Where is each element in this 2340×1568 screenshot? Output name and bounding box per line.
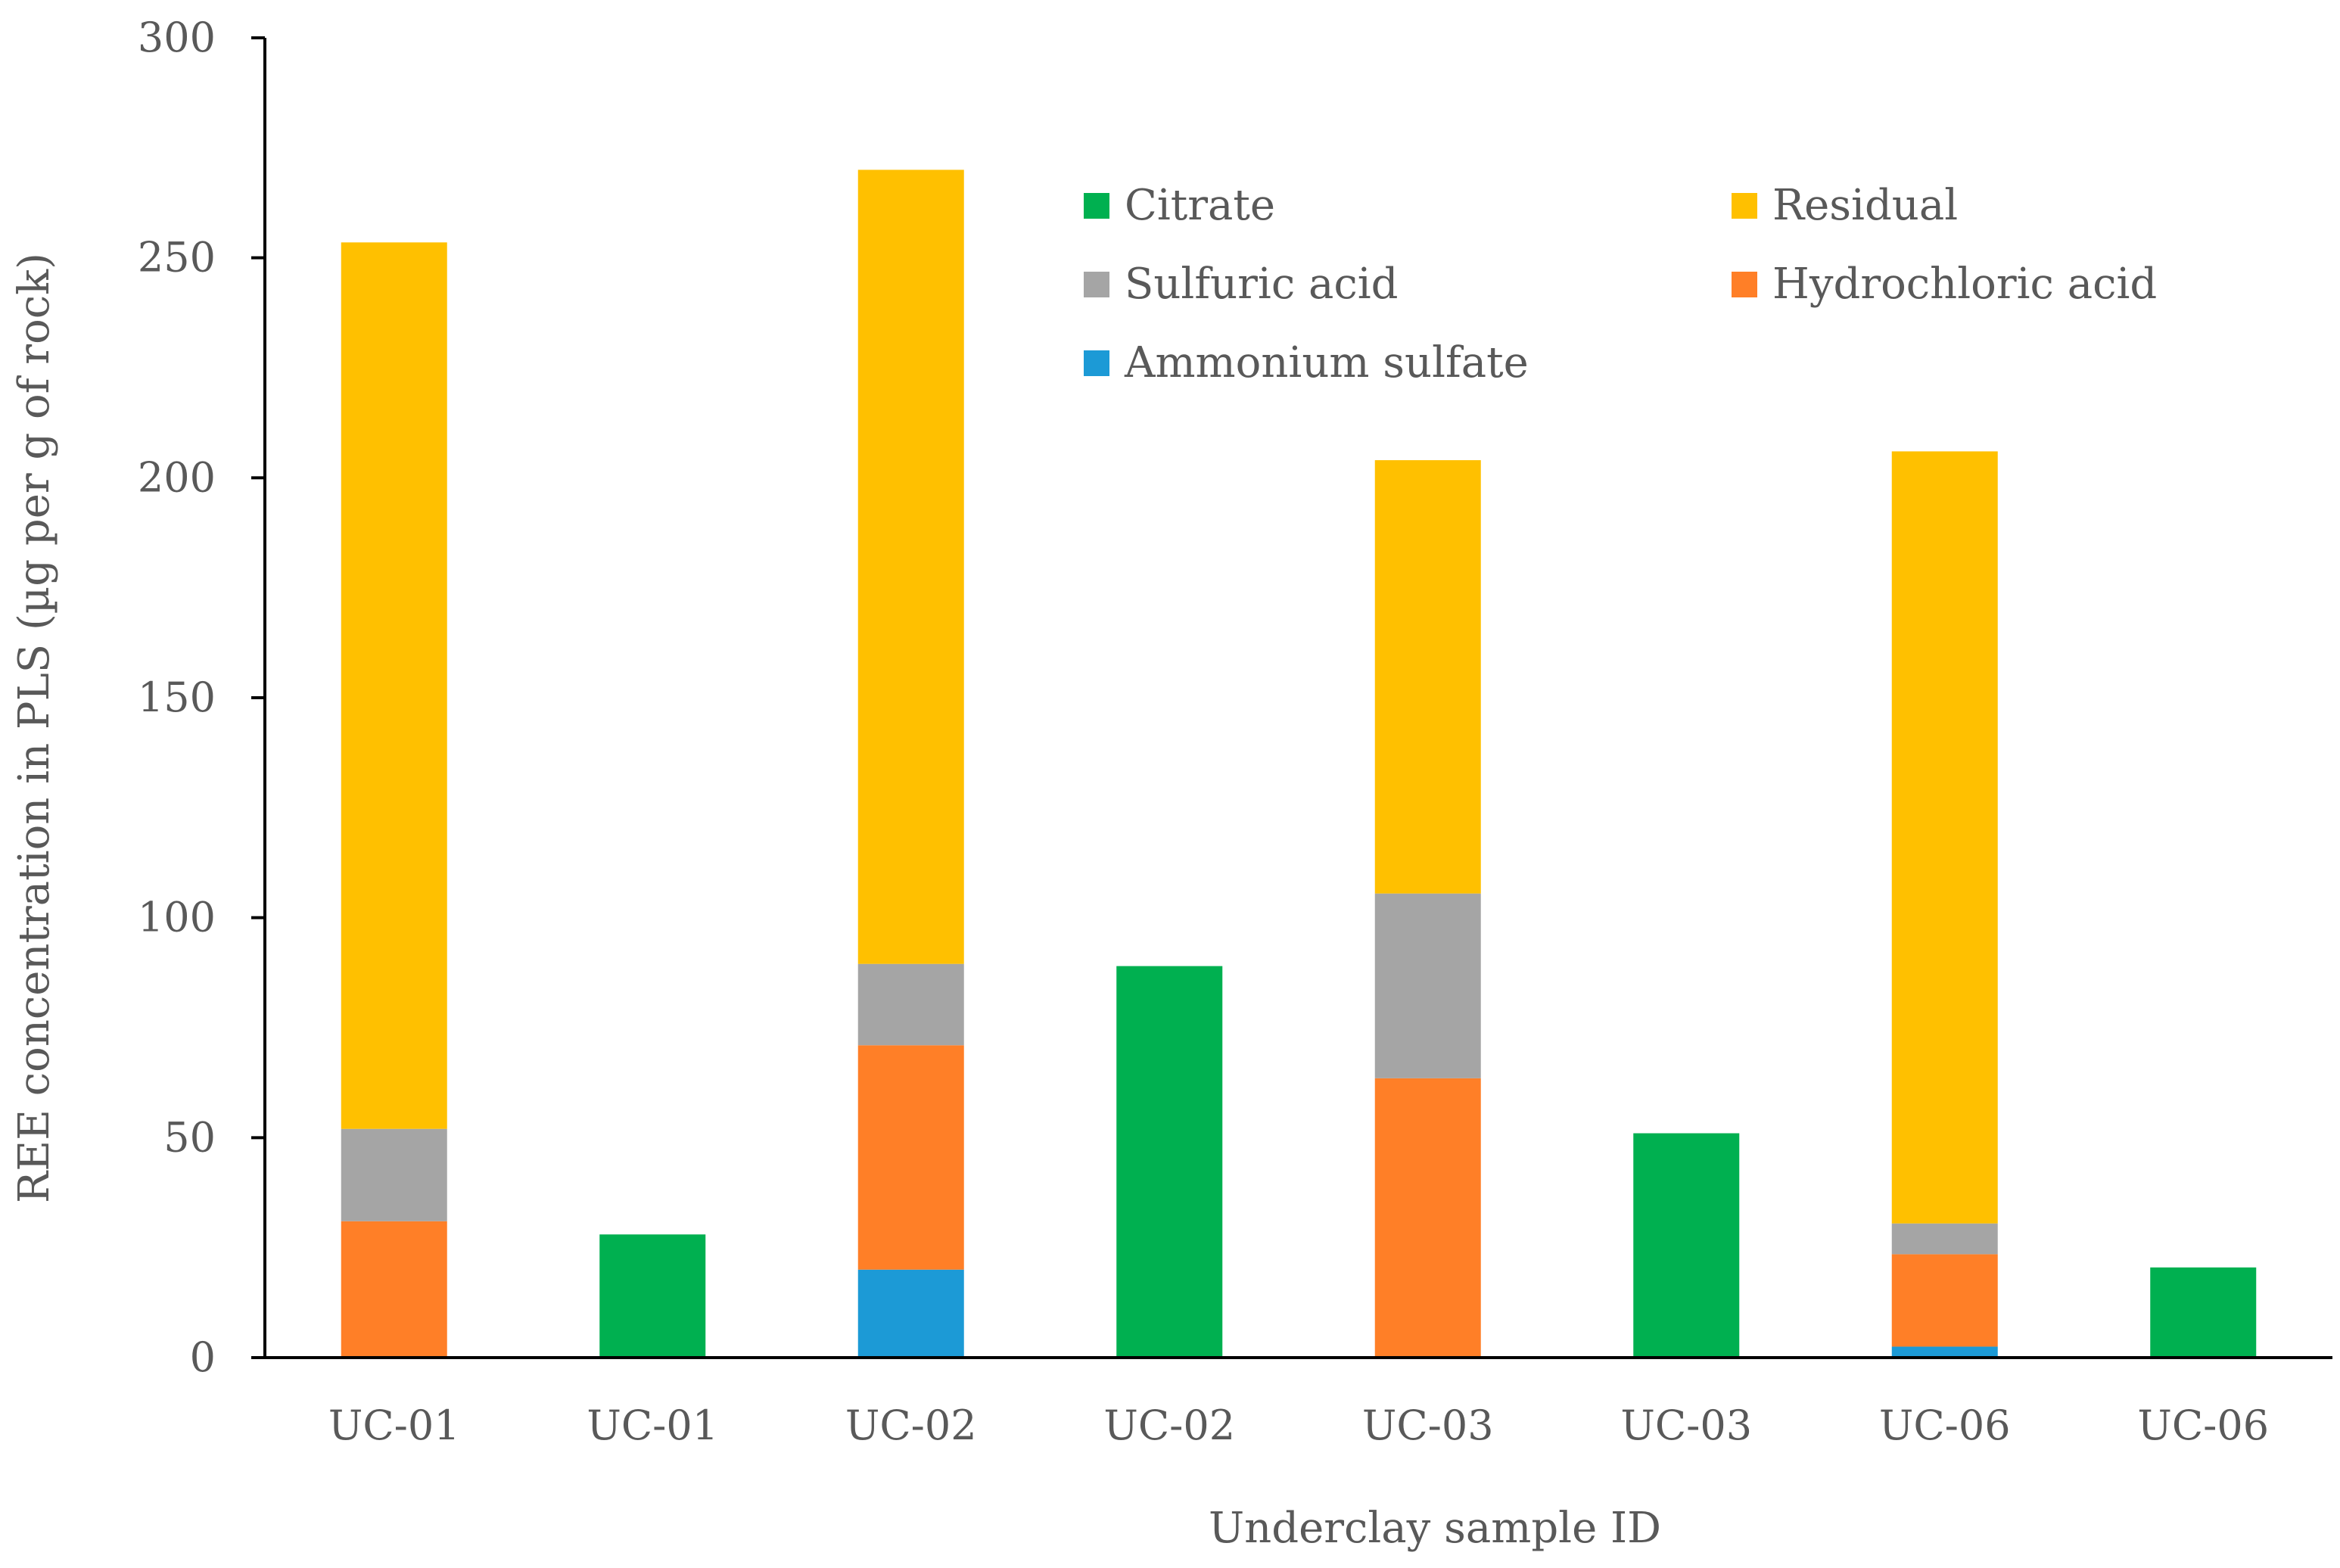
y-tick-label: 0 — [190, 1333, 216, 1381]
bar-residual-5 — [1374, 460, 1481, 894]
bar-sulfuric-acid-3 — [857, 963, 964, 1046]
x-tick-label: UC-02 — [1103, 1402, 1235, 1449]
legend-label-hydrochloric-acid: Hydrochloric acid — [1772, 260, 2157, 309]
y-tick-label: 200 — [138, 453, 216, 501]
legend-label-ammonium-sulfate: Ammonium sulfate — [1124, 338, 1529, 387]
x-ticks: UC-01 UC-01 UC-02 UC-02 UC-03 UC-03 UC-06 UC-06 — [328, 1402, 2269, 1449]
bar-hydrochloric-acid-3 — [857, 1045, 964, 1270]
y-tick-label: 150 — [138, 674, 216, 721]
bar-ammonium-sulfate-7 — [1891, 1346, 1998, 1358]
bar-citrate-4 — [1116, 966, 1223, 1358]
legend: Citrate Residual Sulfuric acid Hydrochloric… — [1084, 181, 2157, 387]
legend-swatch-citrate — [1084, 193, 1109, 219]
legend-label-citrate: Citrate — [1125, 181, 1275, 230]
bar-residual-7 — [1891, 451, 1998, 1224]
legend-swatch-sulfuric-acid — [1084, 272, 1109, 297]
bar-citrate-8 — [2150, 1267, 2257, 1358]
y-ticks: 0 50 100 150 200 250 300 — [138, 14, 265, 1381]
bar-residual-3 — [857, 170, 964, 964]
legend-label-residual: Residual — [1772, 181, 1958, 230]
x-tick-label: UC-01 — [587, 1402, 718, 1449]
x-tick-label: UC-03 — [1362, 1402, 1494, 1449]
y-tick-label: 300 — [138, 14, 216, 61]
x-tick-label: UC-03 — [1620, 1402, 1752, 1449]
legend-label-sulfuric-acid: Sulfuric acid — [1125, 260, 1398, 309]
bar-sulfuric-acid-1 — [341, 1128, 447, 1221]
bar-hydrochloric-acid-7 — [1891, 1254, 1998, 1347]
x-tick-label: UC-02 — [845, 1402, 977, 1449]
x-axis-title: Underclay sample ID — [1209, 1504, 1661, 1553]
axes-layer — [263, 38, 2332, 1359]
bar-hydrochloric-acid-1 — [341, 1221, 447, 1358]
bar-sulfuric-acid-5 — [1374, 893, 1481, 1078]
bar-residual-1 — [341, 242, 447, 1129]
bar-hydrochloric-acid-5 — [1374, 1078, 1481, 1358]
bar-sulfuric-acid-7 — [1891, 1223, 1998, 1255]
y-tick-label: 100 — [138, 894, 216, 941]
legend-swatch-hydrochloric-acid — [1732, 272, 1757, 297]
y-axis-title: REE concentration in PLS (µg per g of ro… — [10, 253, 59, 1203]
x-tick-label: UC-01 — [328, 1402, 460, 1449]
y-tick-label: 50 — [163, 1113, 216, 1161]
bar-citrate-6 — [1633, 1133, 1740, 1358]
legend-swatch-residual — [1732, 193, 1757, 219]
bar-ammonium-sulfate-3 — [857, 1269, 964, 1358]
bar-citrate-2 — [599, 1234, 706, 1358]
x-tick-label: UC-06 — [1879, 1402, 2011, 1449]
legend-swatch-ammonium-sulfate — [1084, 350, 1109, 376]
bars-layer — [341, 170, 2257, 1358]
y-tick-label: 250 — [138, 234, 216, 282]
x-tick-label: UC-06 — [2137, 1402, 2269, 1449]
